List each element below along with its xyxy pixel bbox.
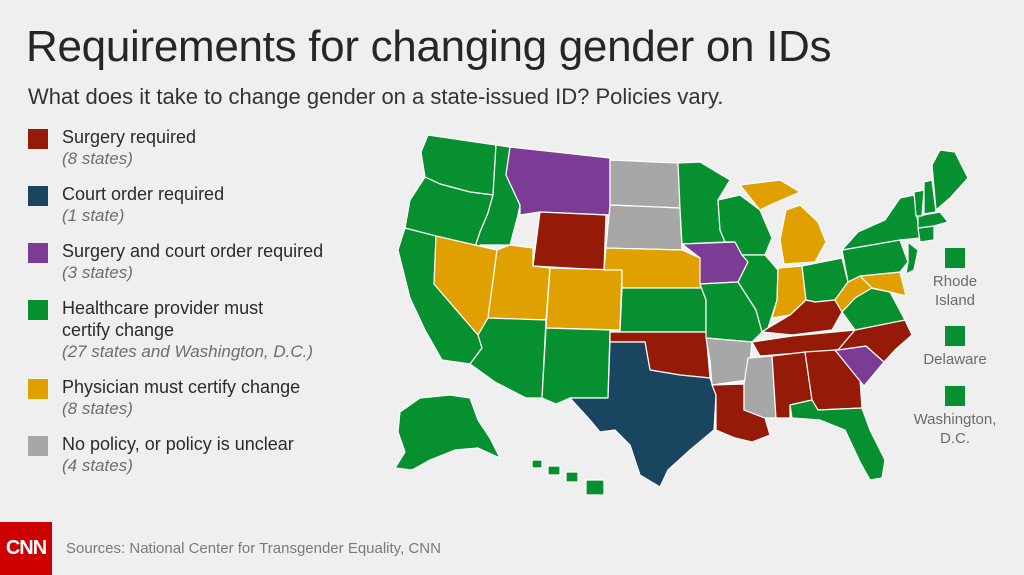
- state-montana: [505, 146, 611, 216]
- legend-swatch-nopolicy: [28, 436, 48, 456]
- state-kentucky: [761, 299, 843, 336]
- legend-item-surgery: Surgery required (8 states): [28, 126, 388, 170]
- legend-count: (3 states): [62, 263, 133, 282]
- state-arizona: [469, 317, 547, 399]
- sources-note: Sources: National Center for Transgender…: [66, 540, 441, 557]
- state-colorado: [545, 267, 623, 331]
- small-state-label: Washington, D.C.: [913, 411, 997, 447]
- state-texas: [569, 341, 717, 488]
- state-south-dakota: [605, 204, 683, 251]
- legend-count: (4 states): [62, 456, 133, 475]
- small-state-delaware: Delaware: [905, 326, 1005, 369]
- cnn-logo: CNN: [0, 522, 52, 575]
- legend-item-healthcare: Healthcare provider must certify change …: [28, 297, 388, 363]
- legend-label: No policy, or policy is unclear: [62, 434, 294, 454]
- legend-label: Physician must certify change: [62, 377, 301, 397]
- us-map: [394, 134, 969, 496]
- small-state-swatch: [945, 386, 965, 406]
- state-connecticut: [917, 225, 935, 243]
- legend-label: Healthcare provider must certify change: [62, 298, 264, 340]
- small-state-swatch: [945, 248, 965, 268]
- legend-label: Surgery and court order required: [62, 241, 324, 261]
- state-michigan: [779, 204, 827, 265]
- legend-count: (1 state): [62, 206, 125, 225]
- state-new-hampshire: [923, 179, 937, 215]
- legend-swatch-physician: [28, 379, 48, 399]
- small-state-dc: Washington, D.C.: [905, 386, 1005, 448]
- small-state-label: Delaware: [923, 351, 987, 368]
- state-kansas: [619, 287, 707, 333]
- small-state-label: Rhode Island: [932, 273, 978, 309]
- legend-swatch-court: [28, 186, 48, 206]
- footer: CNN Sources: National Center for Transge…: [0, 522, 1024, 575]
- state-north-dakota: [609, 159, 681, 209]
- legend-swatch-surgery-court: [28, 243, 48, 263]
- legend-item-nopolicy: No policy, or policy is unclear (4 state…: [28, 433, 388, 477]
- state-massachusetts: [917, 211, 949, 229]
- state-maine: [931, 149, 969, 211]
- state-alaska: [394, 394, 501, 471]
- state-hawaii: [531, 459, 605, 496]
- small-state-swatch: [945, 326, 965, 346]
- legend-count: (8 states): [62, 149, 133, 168]
- page-subtitle: What does it take to change gender on a …: [28, 84, 724, 109]
- state-florida: [789, 399, 886, 481]
- legend-label: Court order required: [62, 184, 225, 204]
- legend: Surgery required (8 states) Court order …: [28, 126, 388, 490]
- state-new-jersey: [905, 241, 919, 275]
- legend-count: (8 states): [62, 399, 133, 418]
- legend-item-surgery-court: Surgery and court order required (3 stat…: [28, 240, 388, 284]
- state-arkansas: [705, 337, 753, 386]
- legend-item-court: Court order required (1 state): [28, 183, 388, 227]
- legend-swatch-healthcare: [28, 300, 48, 320]
- small-state-rhode-island: Rhode Island: [905, 248, 1005, 310]
- state-mississippi: [743, 355, 777, 419]
- page-title: Requirements for changing gender on IDs: [26, 22, 832, 71]
- state-new-mexico: [541, 327, 611, 405]
- state-wyoming: [532, 211, 607, 271]
- state-michigan-upper: [739, 179, 801, 211]
- legend-swatch-surgery: [28, 129, 48, 149]
- legend-count: (27 states and Washington, D.C.): [62, 342, 314, 361]
- legend-label: Surgery required: [62, 127, 197, 147]
- legend-item-physician: Physician must certify change (8 states): [28, 376, 388, 420]
- state-vermont: [913, 189, 925, 217]
